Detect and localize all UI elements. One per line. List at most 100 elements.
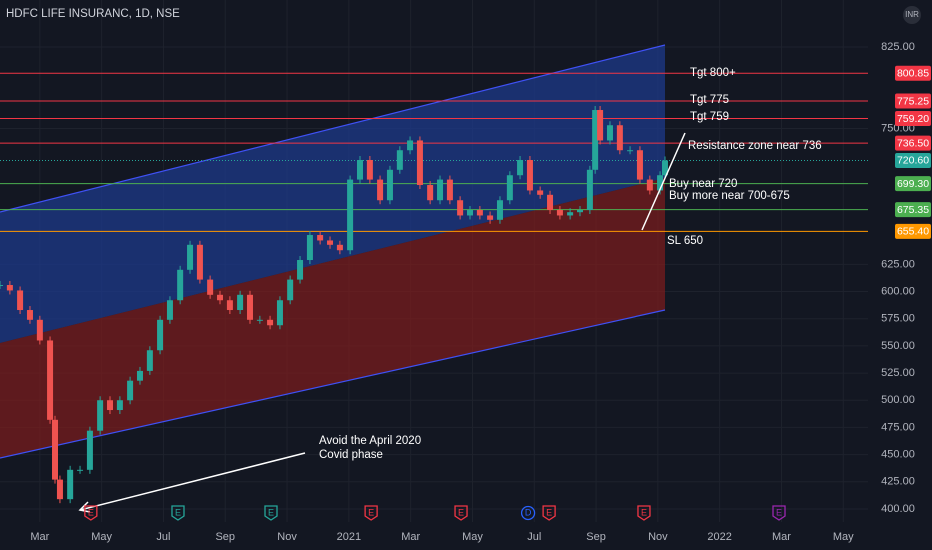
candle [437,179,444,201]
level-badge [895,93,931,109]
arrow-line [79,452,306,511]
candle [526,160,533,191]
candle [116,400,123,411]
x-tick-label: Mar [401,531,420,543]
candle [657,175,664,191]
x-tick-label: Sep [586,531,606,543]
candle [627,150,634,152]
candle [177,269,184,301]
candle [217,294,224,301]
annotation: Tgt 800+ [690,67,736,79]
candle [297,260,304,280]
candle [356,160,363,180]
candle [237,294,244,311]
candle [556,210,563,216]
y-tick-label: 400.00 [881,503,915,515]
candle [396,150,403,170]
candle [52,419,59,480]
candle [317,235,324,241]
y-tick-label: 575.00 [881,313,915,325]
axis-labels: Mar May Jul Sep Nov 2021 Mar May Jul Sep Nov 2022 Ma… [30,41,931,543]
candle [306,235,313,261]
candle [407,140,414,151]
candle [0,285,3,287]
level-badge [895,202,931,218]
candle [457,200,464,216]
candle [17,290,24,311]
level-label: 699.30 [897,178,929,190]
candle [636,150,643,180]
candle [517,160,524,176]
currency-badge [903,6,921,24]
y-tick-label: 525.00 [881,367,915,379]
x-tick-label: Nov [648,531,668,543]
level-badge [895,110,931,126]
event-label: E [175,507,181,517]
level-badge [895,65,931,81]
candle [47,340,54,420]
candle [446,179,453,201]
candle [466,210,473,216]
candle [567,212,574,216]
candle [586,169,593,211]
event-icon [171,505,185,521]
annotation: Buy more near 700-675 [669,190,790,202]
candle [226,300,233,311]
annotations: Tgt 800+ Tgt 775 Tgt 759 Resistance zone ne… [84,67,822,521]
candle [166,300,173,320]
event-icon [264,505,278,521]
candle [136,370,143,381]
candle [36,319,43,341]
candle [537,190,544,195]
candle [207,279,214,295]
annotation: Tgt 775 [690,94,729,106]
candle [366,160,373,180]
candle [97,400,104,431]
candle [336,244,343,251]
currency: INR [905,10,919,19]
resistance-line [641,132,686,231]
candles [0,106,668,504]
x-tick-label: Sep [215,531,235,543]
candle [592,110,599,170]
x-tick-label: May [91,531,112,543]
x-tick-label: May [462,531,483,543]
candle [246,294,253,320]
channel-lower [0,178,665,458]
level-label: 736.50 [897,137,929,149]
level-badge [895,176,931,192]
candle [547,194,554,211]
event-icon [772,505,786,521]
y-tick-label: 550.00 [881,340,915,352]
candle [597,110,604,141]
annotation: Resistance zone near 736 [688,140,822,152]
event-icon [364,505,378,521]
candle [86,430,93,470]
event-icon [84,505,98,521]
y-tick-label: 600.00 [881,285,915,297]
y-tick-label: 425.00 [881,476,915,488]
y-tick-label: 475.00 [881,421,915,433]
candle [606,125,613,141]
x-tick-label: 2022 [707,531,731,543]
candle [327,240,334,245]
x-tick-label: Jul [527,531,541,543]
event-icon [520,505,536,521]
event-label: D [525,507,532,517]
channel-upper [0,45,665,343]
y-tick-label: 450.00 [881,449,915,461]
event-label: E [776,507,782,517]
price-axis [868,0,932,550]
x-tick-label: Nov [277,531,297,543]
level-label: 759.20 [897,113,929,125]
candle [77,469,84,471]
candle [496,200,503,220]
candle [146,350,153,371]
candle [506,175,513,201]
candle [386,169,393,201]
candle [487,215,494,220]
candle [187,244,194,270]
candle [6,285,13,291]
candle [646,179,653,191]
